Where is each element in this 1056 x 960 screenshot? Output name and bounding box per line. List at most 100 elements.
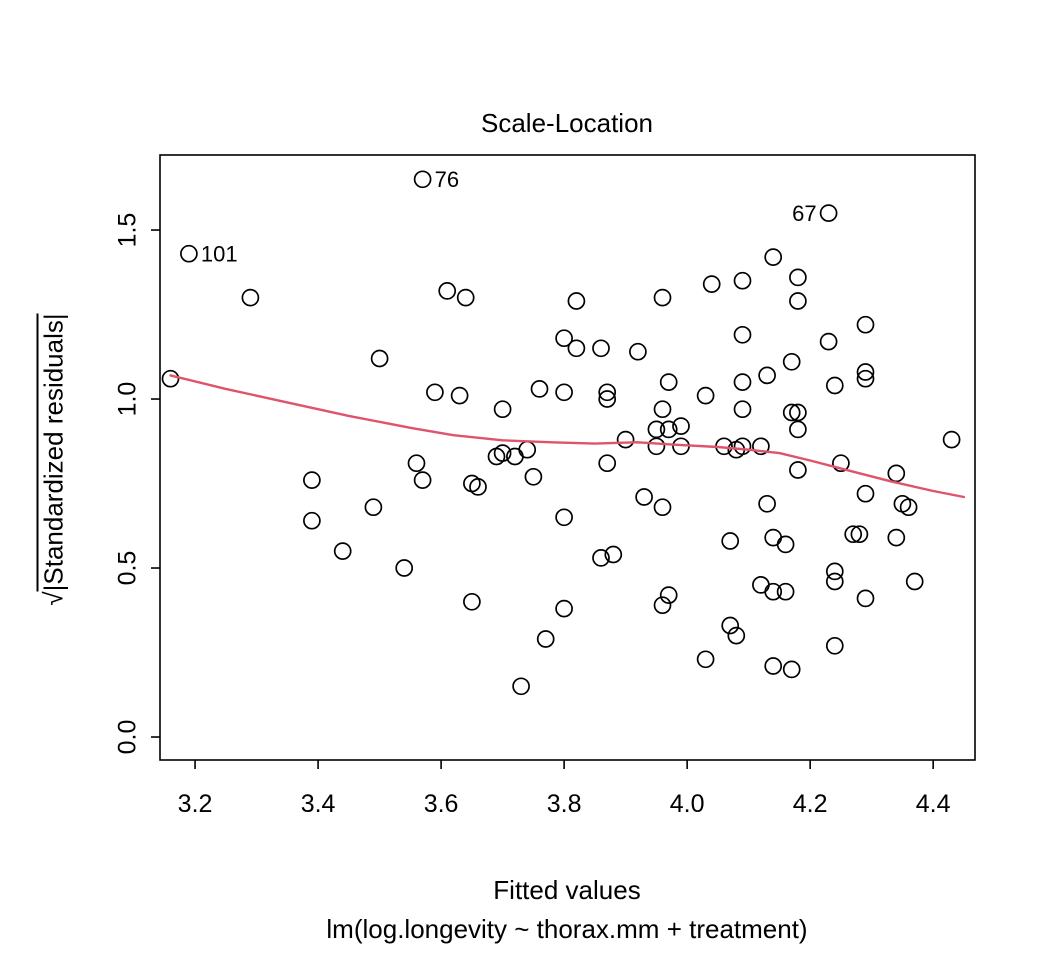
outlier-label: 67 <box>792 201 816 226</box>
data-point <box>752 437 770 456</box>
data-point <box>899 498 918 517</box>
outlier-label: 101 <box>201 241 238 266</box>
data-point <box>567 339 586 358</box>
data-point <box>825 636 844 655</box>
data-point <box>887 464 906 483</box>
data-point <box>659 420 678 439</box>
data-point <box>764 248 783 266</box>
data-point <box>776 535 795 554</box>
data-point <box>653 400 672 419</box>
sqrt-symbol: √ <box>38 591 69 606</box>
data-point <box>758 366 776 385</box>
data-point <box>567 292 586 310</box>
data-point <box>764 528 783 547</box>
data-point <box>536 630 555 648</box>
data-point <box>672 417 690 435</box>
data-point <box>303 471 321 489</box>
x-tick-label: 3.2 <box>178 790 213 818</box>
data-point <box>604 545 623 564</box>
data-point <box>905 572 924 591</box>
data-point <box>647 420 666 439</box>
data-point <box>493 444 512 462</box>
data-point <box>555 383 573 402</box>
data-point <box>819 332 838 351</box>
data-point <box>524 467 543 486</box>
data-point <box>647 437 666 456</box>
y-tick-label: 0.0 <box>114 720 142 755</box>
data-point <box>370 349 389 368</box>
y-tick-label: 1.5 <box>114 213 142 248</box>
model-formula-subtitle: lm(log.longevity ~ thorax.mm + treatment… <box>326 914 807 944</box>
data-point <box>512 677 530 696</box>
data-point <box>856 363 875 381</box>
data-point <box>395 559 414 577</box>
y-tick-label: 0.5 <box>114 551 142 586</box>
data-point <box>727 626 746 645</box>
data-point <box>776 582 795 601</box>
data-point <box>696 386 715 405</box>
data-point <box>364 498 383 517</box>
data-point <box>893 494 912 513</box>
data-point <box>856 369 875 388</box>
data-point <box>438 282 457 300</box>
data-point <box>653 596 672 615</box>
x-tick-label: 4.4 <box>916 790 951 818</box>
data-point <box>733 373 752 391</box>
data-point <box>413 170 432 189</box>
data-point <box>825 376 844 395</box>
data-point <box>592 339 610 358</box>
data-point <box>832 454 850 473</box>
data-point <box>180 244 198 263</box>
data-point <box>819 204 838 222</box>
data-point <box>241 288 260 307</box>
data-point <box>450 386 469 405</box>
data-point <box>789 403 807 422</box>
data-point <box>850 525 869 544</box>
data-point <box>629 342 647 361</box>
data-point <box>469 478 487 496</box>
data-point <box>635 488 653 506</box>
data-point <box>733 271 752 290</box>
data-point <box>598 390 617 408</box>
data-point <box>463 592 481 611</box>
plot-border <box>159 154 976 761</box>
data-point <box>696 650 715 669</box>
data-point <box>555 508 573 527</box>
outlier-label: 76 <box>435 167 459 192</box>
x-tick-label: 3.8 <box>547 790 582 818</box>
data-point <box>825 572 844 591</box>
data-point <box>456 288 475 307</box>
data-point <box>752 576 770 594</box>
data-point <box>161 369 180 388</box>
data-point <box>303 511 321 530</box>
data-point <box>493 400 512 419</box>
data-point <box>733 400 752 419</box>
data-point <box>530 380 549 398</box>
data-point <box>333 542 352 560</box>
x-axis-label: Fitted values <box>493 875 640 905</box>
data-point <box>782 352 801 371</box>
smooth-line <box>169 374 966 499</box>
x-tick-label: 4.0 <box>670 790 705 818</box>
data-point <box>653 288 672 307</box>
chart-title: Scale-Location <box>481 108 653 138</box>
data-point <box>789 461 807 479</box>
data-point <box>598 454 617 473</box>
data-point <box>782 403 801 422</box>
data-point <box>789 292 807 310</box>
x-tick-label: 3.6 <box>424 790 459 818</box>
data-point <box>887 528 906 547</box>
data-point <box>733 325 752 344</box>
data-point <box>942 430 961 449</box>
data-point <box>789 268 807 287</box>
data-point <box>721 616 740 635</box>
data-point <box>825 562 844 581</box>
data-point <box>856 484 875 503</box>
data-point <box>659 373 678 391</box>
data-point <box>555 329 573 348</box>
data-point <box>598 383 617 402</box>
data-point <box>616 430 635 449</box>
data-point <box>592 549 610 567</box>
